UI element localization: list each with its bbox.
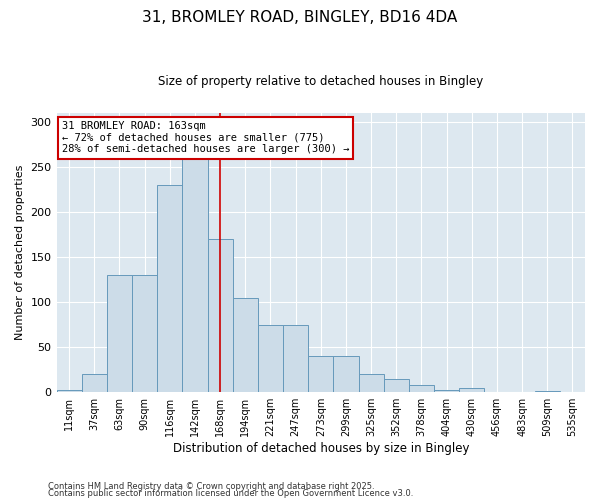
X-axis label: Distribution of detached houses by size in Bingley: Distribution of detached houses by size … — [173, 442, 469, 455]
Bar — [233, 298, 258, 392]
Bar — [308, 356, 334, 392]
Bar — [334, 356, 359, 392]
Bar — [132, 275, 157, 392]
Bar — [182, 154, 208, 392]
Bar — [359, 374, 383, 392]
Text: 31, BROMLEY ROAD, BINGLEY, BD16 4DA: 31, BROMLEY ROAD, BINGLEY, BD16 4DA — [142, 10, 458, 25]
Bar — [258, 324, 283, 392]
Bar — [157, 185, 182, 392]
Bar — [459, 388, 484, 392]
Bar — [56, 390, 82, 392]
Text: Contains public sector information licensed under the Open Government Licence v3: Contains public sector information licen… — [48, 490, 413, 498]
Bar — [208, 239, 233, 392]
Bar — [409, 385, 434, 392]
Title: Size of property relative to detached houses in Bingley: Size of property relative to detached ho… — [158, 75, 484, 88]
Bar — [434, 390, 459, 392]
Bar — [283, 324, 308, 392]
Text: 31 BROMLEY ROAD: 163sqm
← 72% of detached houses are smaller (775)
28% of semi-d: 31 BROMLEY ROAD: 163sqm ← 72% of detache… — [62, 121, 349, 154]
Y-axis label: Number of detached properties: Number of detached properties — [15, 165, 25, 340]
Bar — [107, 275, 132, 392]
Text: Contains HM Land Registry data © Crown copyright and database right 2025.: Contains HM Land Registry data © Crown c… — [48, 482, 374, 491]
Bar — [82, 374, 107, 392]
Bar — [383, 378, 409, 392]
